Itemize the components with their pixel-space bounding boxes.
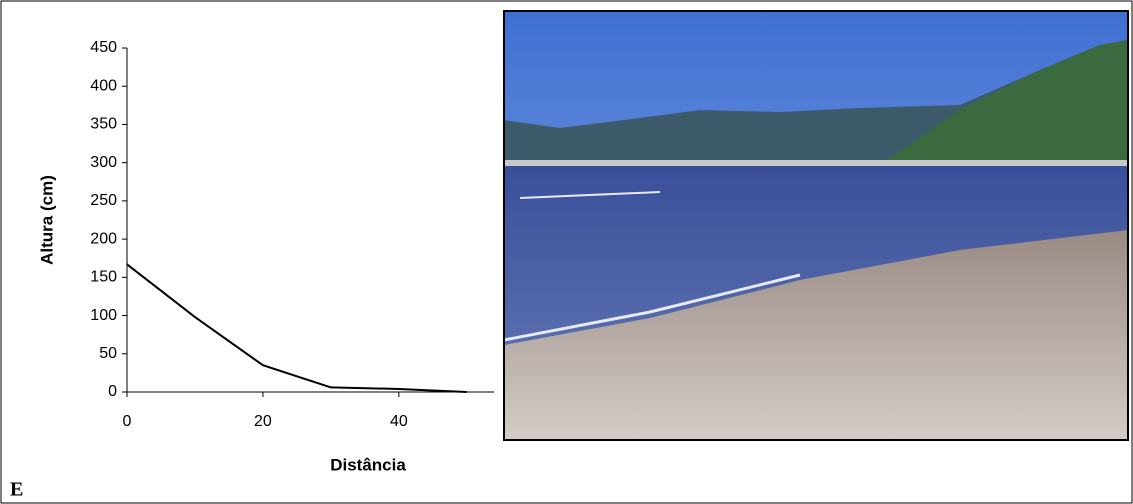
x-axis-label: Distância [330,455,406,474]
y-tick-label: 100 [90,307,117,324]
plot-area [126,48,494,393]
data-line [126,263,467,393]
y-tick-label: 150 [90,269,117,286]
y-axis-label: Altura (cm) [37,175,56,265]
y-tick-label: 50 [99,345,117,362]
y-tick-label: 300 [90,154,117,171]
y-tick-label: 450 [90,39,117,56]
y-tick-label: 0 [108,383,117,400]
y-tick-label: 200 [90,230,117,247]
y-tick-label: 400 [90,77,117,94]
photo [503,10,1129,441]
x-tick-label: 40 [390,413,408,430]
panel-label: E [10,479,23,501]
y-tick-label: 250 [90,192,117,209]
y-tick-label: 350 [90,116,117,133]
x-tick-label: 20 [254,413,272,430]
x-tick-label: 0 [123,413,132,430]
